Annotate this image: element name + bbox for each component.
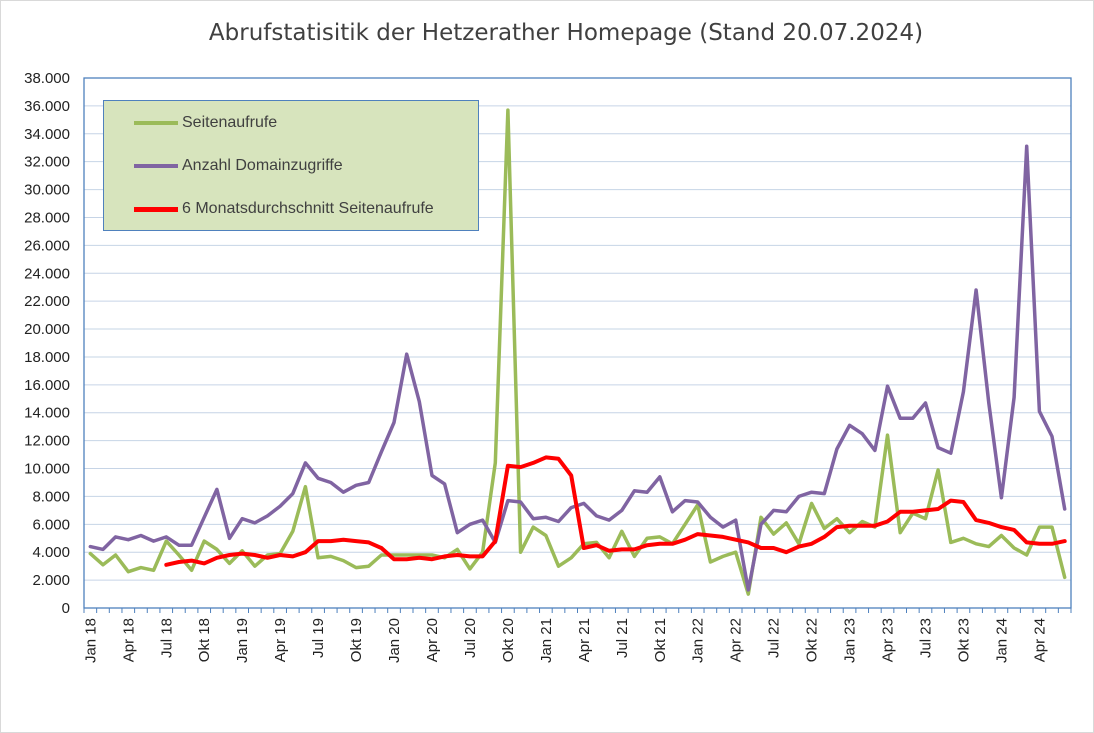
- legend-item-seitenaufrufe: Seitenaufrufe: [134, 113, 277, 133]
- legend-label-durchschnitt: 6 Monatsdurchschnitt Seitenaufrufe: [182, 200, 434, 217]
- y-tick-label: 2.000: [32, 572, 70, 589]
- y-tick-label: 36.000: [24, 98, 70, 115]
- x-tick-label: Okt 21: [652, 618, 669, 662]
- x-tick-label: Okt 22: [804, 618, 821, 662]
- legend-label-domainzugriffe: Anzahl Domainzugriffe: [182, 157, 343, 174]
- x-tick-label: Jul 23: [917, 618, 934, 658]
- x-tick-label: Jan 21: [538, 618, 555, 663]
- y-tick-label: 20.000: [24, 321, 70, 338]
- y-tick-label: 34.000: [24, 126, 70, 143]
- x-tick-label: Jan 18: [82, 618, 99, 663]
- series-lines: [88, 108, 1067, 596]
- y-tick-label: 6.000: [32, 516, 70, 533]
- y-tick-label: 38.000: [24, 70, 70, 87]
- y-tick-label: 4.000: [32, 544, 70, 561]
- legend-label-seitenaufrufe: Seitenaufrufe: [182, 114, 278, 131]
- x-tick-label: Okt 20: [500, 618, 517, 662]
- x-tick-label: Jan 19: [234, 618, 251, 663]
- x-tick-label: Apr 20: [424, 618, 441, 662]
- legend-swatch-domainzugriffe: [134, 164, 178, 168]
- x-tick-label: Jul 19: [310, 618, 327, 658]
- x-tick-label: Jul 22: [766, 618, 783, 658]
- y-tick-label: 26.000: [24, 237, 70, 254]
- x-tick-label: Jan 24: [993, 618, 1010, 663]
- legend-item-durchschnitt: 6 Monatsdurchschnitt Seitenaufrufe: [134, 199, 434, 219]
- x-tick-label: Okt 23: [955, 618, 972, 662]
- x-tick-label: Apr 22: [728, 618, 745, 662]
- y-tick-label: 12.000: [24, 433, 70, 450]
- y-tick-label: 24.000: [24, 265, 70, 282]
- chart-title: Abrufstatisitik der Hetzerather Homepage…: [208, 20, 924, 46]
- y-tick-label: 16.000: [24, 377, 70, 394]
- y-tick-label: 10.000: [24, 461, 70, 478]
- x-tick-label: Apr 19: [272, 618, 289, 662]
- series-line-3: [164, 455, 1067, 567]
- y-tick-label: 8.000: [32, 488, 70, 505]
- y-tick-label: 18.000: [24, 349, 70, 366]
- x-tick-label: Jan 23: [842, 618, 859, 663]
- x-tick-label: Jul 20: [462, 618, 479, 658]
- x-tick-label: Okt 19: [348, 618, 365, 662]
- x-tick-label: Apr 21: [576, 618, 593, 662]
- x-tick-label: Apr 24: [1031, 618, 1048, 662]
- y-tick-label: 0: [62, 600, 70, 617]
- x-tick-label: Apr 18: [120, 618, 137, 662]
- legend: Seitenaufrufe Anzahl Domainzugriffe 6 Mo…: [103, 100, 479, 231]
- legend-swatch-seitenaufrufe: [134, 121, 178, 125]
- y-tick-label: 22.000: [24, 293, 70, 310]
- x-tick-label: Jan 20: [386, 618, 403, 663]
- x-tick-label: Okt 18: [196, 618, 213, 662]
- y-tick-label: 28.000: [24, 209, 70, 226]
- y-tick-label: 30.000: [24, 182, 70, 199]
- series-line-1: [88, 108, 1067, 596]
- x-tick-label: Jul 21: [614, 618, 631, 658]
- x-tick-label: Jul 18: [158, 618, 175, 658]
- x-tick-label: Jan 22: [690, 618, 707, 663]
- y-tick-label: 14.000: [24, 405, 70, 422]
- legend-item-domainzugriffe: Anzahl Domainzugriffe: [134, 156, 343, 176]
- axes: 0 2.000 4.000 6.000 8.000 10.000 12.000 14.000 1…: [24, 70, 1072, 663]
- legend-swatch-durchschnitt: [134, 206, 178, 212]
- y-tick-label: 32.000: [24, 154, 70, 171]
- x-tick-label: Apr 23: [880, 618, 897, 662]
